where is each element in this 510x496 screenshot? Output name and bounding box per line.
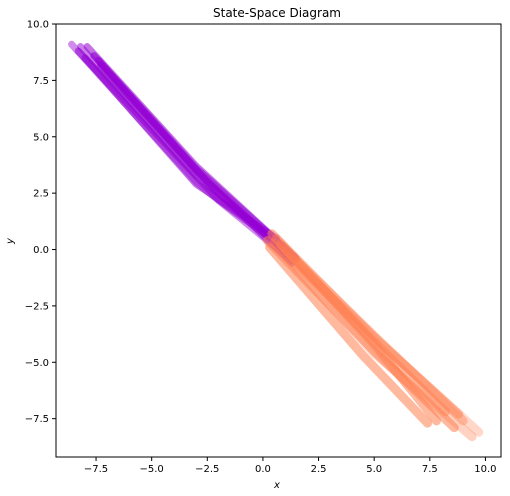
x-tick-label: 5.0 [366, 464, 382, 475]
y-tick-label: −2.5 [25, 301, 49, 312]
x-tick-label: 7.5 [422, 464, 438, 475]
x-axis-label: x [273, 480, 280, 491]
trajectory-line [276, 240, 450, 417]
series-1 [262, 229, 484, 442]
plot-frame [55, 23, 502, 458]
y-tick-label: 2.5 [33, 189, 49, 200]
y-axis-label: y [5, 237, 16, 245]
trajectory-line [74, 47, 287, 251]
y-tick-label: −5.0 [25, 358, 49, 369]
x-tick-label: −2.5 [195, 464, 219, 475]
x-tick-label: 2.5 [311, 464, 327, 475]
x-tick-label: 0.0 [255, 464, 271, 475]
y-tick-label: 7.5 [33, 76, 49, 87]
y-tick-label: 10.0 [27, 20, 49, 31]
x-tick-label: 10.0 [474, 464, 496, 475]
y-axis: −7.5 −5.0 −2.5 0.0 2.5 5.0 7.5 10.0 [25, 20, 56, 425]
x-axis: −7.5 −5.0 −2.5 0.0 2.5 5.0 7.5 10.0 [84, 457, 497, 475]
trajectory-line [271, 233, 464, 419]
y-tick-label: 5.0 [33, 132, 49, 143]
trajectory-line [285, 254, 484, 437]
series-0 [68, 40, 300, 267]
x-tick-label: −5.0 [140, 464, 164, 475]
chart-title: State-Space Diagram [213, 6, 341, 20]
x-tick-label: −7.5 [84, 464, 108, 475]
y-tick-label: 0.0 [33, 245, 49, 256]
trajectory-line [280, 245, 468, 426]
y-tick-label: −7.5 [25, 414, 49, 425]
plot-area [68, 40, 484, 442]
trajectory-line [265, 242, 433, 428]
trajectory-line [262, 236, 459, 433]
